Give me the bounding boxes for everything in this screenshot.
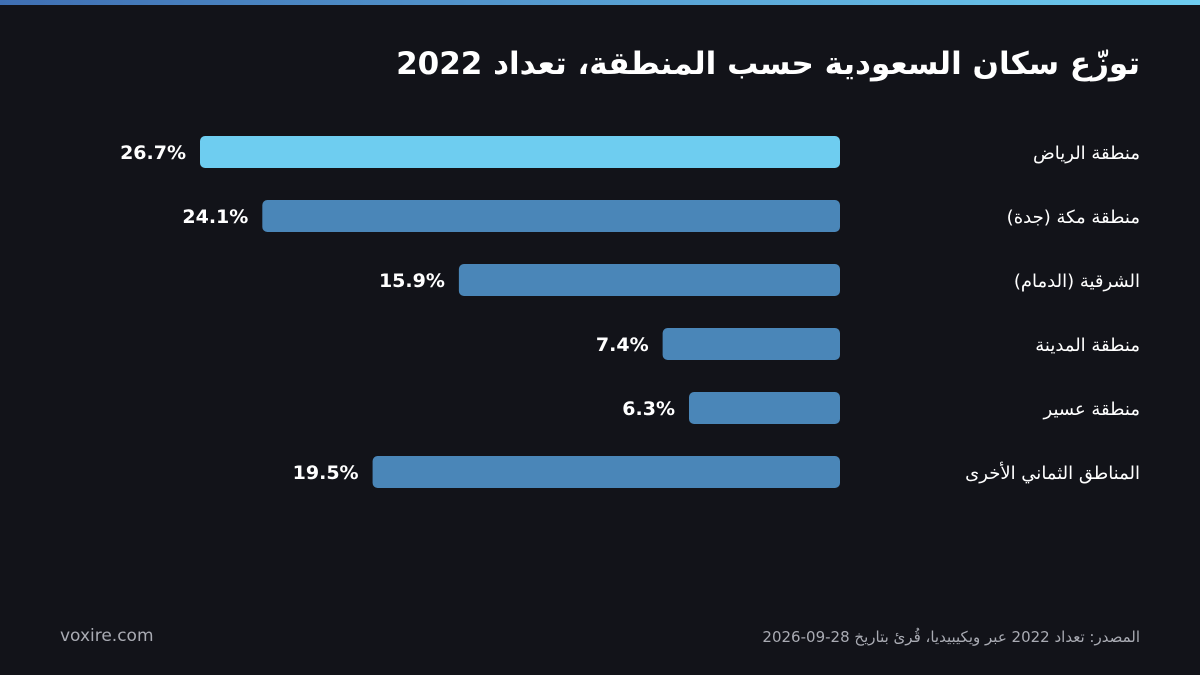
chart-title: توزّع سكان السعودية حسب المنطقة، تعداد 2… xyxy=(396,46,1140,82)
category-label-4: منطقة المدينة xyxy=(1035,335,1140,356)
value-label-2: 24.1% xyxy=(182,206,248,228)
bar-chart: 26.7% منطقة الرياض 24.1% منطقة مكة (جدة) 15.… xyxy=(120,136,1140,488)
bar-5 xyxy=(688,392,840,424)
value-label-6: 19.5% xyxy=(293,462,359,484)
bar-1 xyxy=(200,136,840,168)
value-label-5: 6.3% xyxy=(622,398,675,420)
brand-label: voxire.com xyxy=(60,626,154,646)
bar-6 xyxy=(372,456,840,488)
top-accent-bar xyxy=(0,0,1200,5)
bar-3 xyxy=(458,264,840,296)
category-label-1: منطقة الرياض xyxy=(1033,143,1140,164)
value-label-4: 7.4% xyxy=(596,334,649,356)
category-label-5: منطقة عسير xyxy=(1043,399,1140,420)
category-label-6: المناطق الثماني الأخرى xyxy=(965,462,1140,484)
bar-2 xyxy=(262,200,840,232)
value-label-1: 26.7% xyxy=(120,142,186,164)
source-note: المصدر: تعداد 2022 عبر ويكيبيديا، قُرئ ب… xyxy=(762,628,1140,646)
value-label-3: 15.9% xyxy=(379,270,445,292)
category-label-2: منطقة مكة (جدة) xyxy=(1007,207,1140,228)
category-label-3: الشرقية (الدمام) xyxy=(1014,271,1140,292)
bar-4 xyxy=(662,328,840,360)
